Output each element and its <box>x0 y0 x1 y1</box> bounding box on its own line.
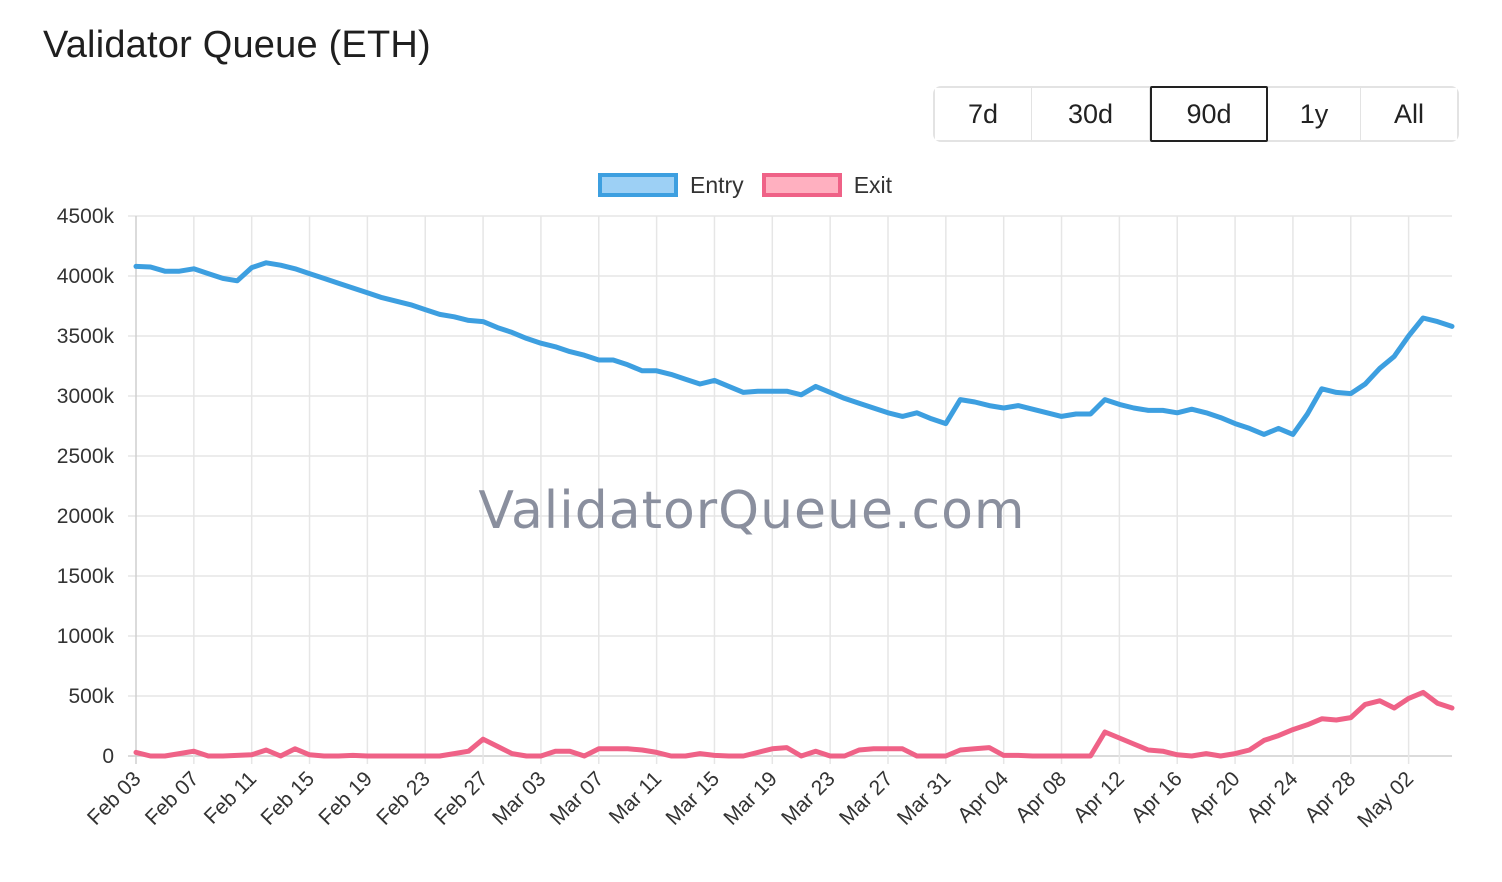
x-tick-label: Feb 23 <box>372 767 435 830</box>
x-tick-label: Mar 03 <box>488 767 550 829</box>
legend-swatch-entry <box>598 173 678 197</box>
range-button-1y[interactable]: 1y <box>1268 88 1361 140</box>
y-tick-label: 500k <box>68 685 114 708</box>
x-tick-label: Apr 28 <box>1300 767 1360 827</box>
y-tick-label: 0 <box>102 745 114 768</box>
x-tick-label: Apr 12 <box>1069 767 1129 827</box>
y-tick-label: 3000k <box>57 385 115 408</box>
x-tick-label: Apr 16 <box>1127 767 1187 827</box>
range-button-90d[interactable]: 90d <box>1150 86 1268 142</box>
legend-item-exit[interactable]: Exit <box>761 171 893 199</box>
x-tick-label: Apr 24 <box>1242 767 1302 827</box>
watermark-text: ValidatorQueue.com <box>478 481 1025 541</box>
x-tick-label: Feb 27 <box>430 767 493 830</box>
y-tick-label: 1000k <box>57 625 115 648</box>
x-tick-label: Apr 20 <box>1185 767 1245 827</box>
y-tick-label: 1500k <box>57 565 115 588</box>
page-title: Validator Queue (ETH) <box>43 24 431 66</box>
x-tick-label: Mar 27 <box>835 767 897 829</box>
legend-label-exit: Exit <box>853 171 893 198</box>
x-tick-label: Apr 04 <box>953 767 1013 827</box>
series <box>133 260 1455 759</box>
range-button-30d[interactable]: 30d <box>1032 88 1150 140</box>
series-line-exit[interactable] <box>133 689 1455 759</box>
time-range-selector: 7d 30d 90d 1y All <box>933 86 1459 142</box>
y-tick-label: 4000k <box>57 265 115 288</box>
x-tick-label: Feb 11 <box>200 767 261 828</box>
y-tick-label: 3500k <box>57 325 115 348</box>
y-tick-label: 2500k <box>57 445 115 468</box>
legend-label-entry: Entry <box>690 171 744 198</box>
range-button-7d[interactable]: 7d <box>935 88 1032 140</box>
x-tick-label: Mar 15 <box>662 767 724 829</box>
legend-swatch-exit <box>761 173 842 197</box>
x-tick-label: Mar 31 <box>893 767 955 829</box>
chart-legend: Entry Exit <box>598 168 910 202</box>
x-tick-label: Apr 08 <box>1011 767 1071 827</box>
x-tick-label: Mar 23 <box>777 767 839 829</box>
grid <box>128 215 1452 764</box>
x-tick-label: Mar 07 <box>546 767 608 829</box>
y-tick-label: 2000k <box>57 505 115 528</box>
y-axis-ticks: 0 500k 1000k 1500k 2000k 2500k 3000k 3500k 4000k… <box>57 205 115 768</box>
range-button-all[interactable]: All <box>1361 88 1457 140</box>
legend-item-entry[interactable]: Entry <box>598 172 744 199</box>
x-tick-label: Mar 11 <box>605 767 666 828</box>
series-line-entry[interactable] <box>133 260 1455 437</box>
y-tick-label: 4500k <box>57 205 115 228</box>
x-tick-label: Feb 15 <box>257 767 320 830</box>
x-tick-label: Mar 19 <box>719 767 781 829</box>
x-tick-label: Feb 07 <box>141 767 204 830</box>
x-tick-label: Feb 03 <box>83 767 146 830</box>
x-tick-label: Feb 19 <box>314 767 377 830</box>
x-tick-label: May 02 <box>1353 767 1418 832</box>
